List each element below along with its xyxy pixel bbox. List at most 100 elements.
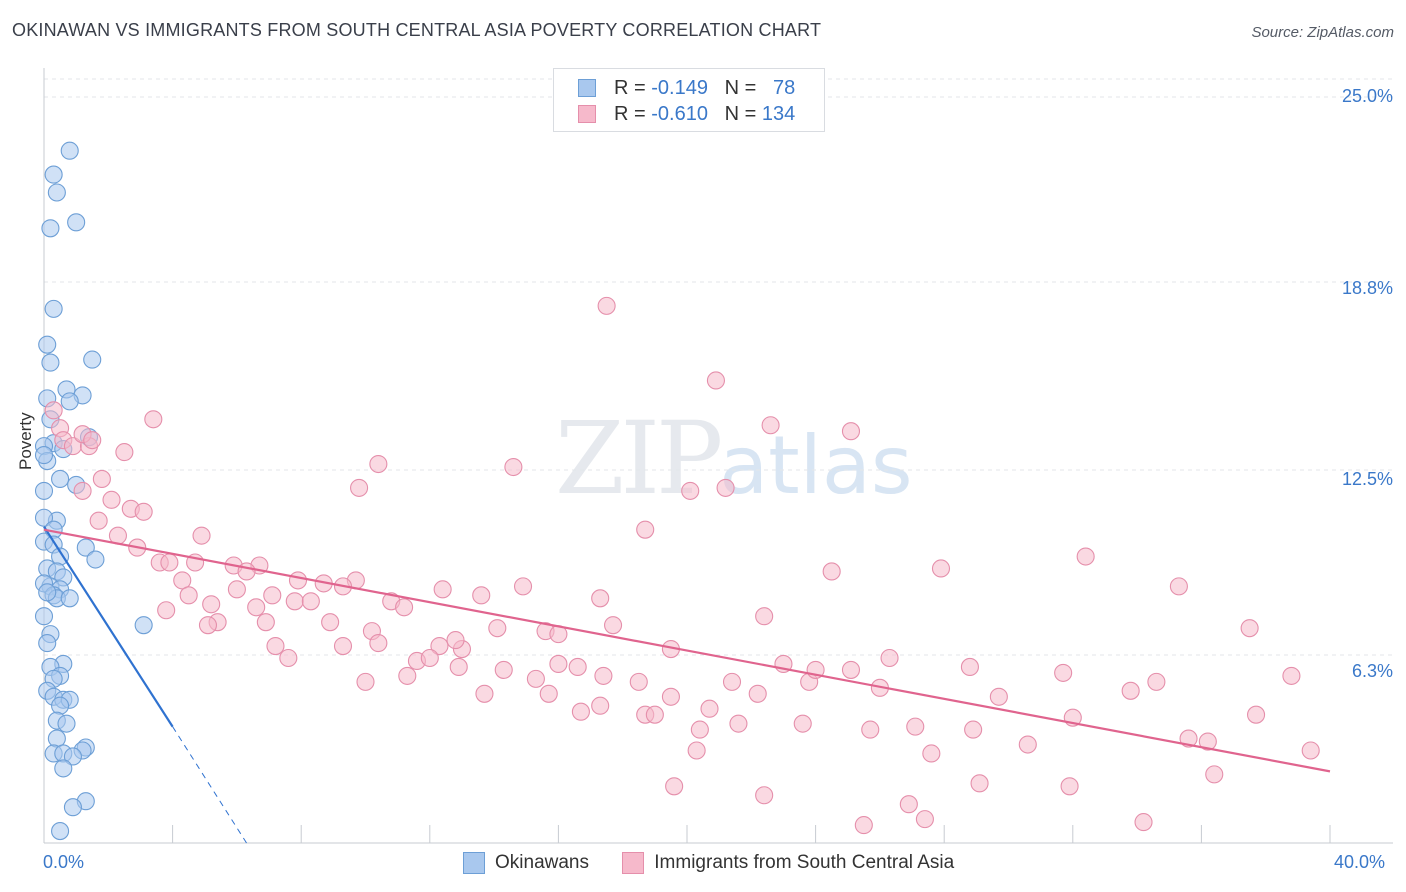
immigrant-point (430, 637, 449, 656)
chart-title: OKINAWAN VS IMMIGRANTS FROM SOUTH CENTRA… (12, 20, 822, 40)
okinawan-point (44, 165, 63, 184)
immigrant-point (722, 672, 742, 691)
watermark-atlas: atlas (719, 419, 913, 512)
immigrant-point (321, 613, 340, 632)
source-label: Source: ZipAtlas.com (1251, 24, 1394, 41)
okinawan-point (60, 392, 79, 411)
immigrant-point (288, 571, 308, 590)
immigrant-point (198, 616, 218, 635)
immigrant-point (472, 586, 491, 605)
immigrant-point (755, 786, 774, 805)
okinawan-point (54, 759, 73, 778)
correlation-legend: R = -0.149 N = 78 R = -0.610 N = 134 (553, 68, 825, 132)
y-tick-label: 25.0% (1341, 86, 1393, 106)
immigrant-point (144, 410, 163, 429)
okinawan-point (51, 696, 70, 715)
immigrant-point (906, 717, 925, 736)
immigrant-point (687, 741, 706, 760)
immigrant-point (989, 687, 1008, 706)
immigrant-point (1121, 681, 1140, 700)
immigrant-point (285, 592, 304, 611)
immigrant-point (420, 648, 439, 668)
x-axis-min-label: 0.0% (43, 852, 85, 872)
immigrant-point (645, 705, 664, 724)
legend-item-immigrants: Immigrants from South Central Asia (622, 852, 954, 874)
okinawan-point (38, 634, 57, 653)
immigrant-point (931, 559, 951, 578)
immigrant-point (83, 431, 102, 450)
okinawan-point (38, 583, 57, 602)
immigrant-point (706, 371, 725, 390)
immigrant-point (1134, 813, 1153, 832)
okinawan-point (86, 550, 105, 569)
legend-item-okinawans: Okinawans (463, 852, 589, 874)
immigrant-point (591, 696, 610, 715)
immigrant-point (1240, 619, 1259, 638)
immigrant-point (1054, 663, 1073, 682)
immigrant-point (89, 511, 108, 530)
y-axis-title: Poverty (16, 412, 35, 470)
okinawan-point (83, 350, 102, 369)
immigrant-point (160, 553, 179, 572)
immigrant-point (539, 684, 558, 703)
legend-r-value: -0.149 (651, 77, 708, 99)
okinawan-trend-extension (172, 726, 247, 844)
legend-r-label: R = (614, 77, 652, 99)
immigrant-point (661, 687, 680, 706)
immigrant-point (665, 777, 684, 796)
okinawan-trend-line (43, 526, 174, 728)
immigrant-point (350, 478, 369, 497)
immigrant-point (568, 657, 587, 676)
immigrant-point (266, 637, 285, 656)
immigrant-point (822, 562, 841, 581)
immigrant-point (970, 774, 989, 793)
y-tick-label: 6.3% (1351, 661, 1393, 681)
immigrant-point (446, 631, 465, 650)
legend-n-value: 134 (761, 103, 796, 125)
immigrant-point (841, 660, 861, 679)
legend-n-label: N = (724, 77, 762, 99)
okinawan-point (57, 714, 76, 733)
immigrant-point (449, 657, 468, 676)
immigrant-point (854, 816, 873, 835)
immigrant-point (1198, 732, 1217, 751)
legend-swatch-immigrants (578, 105, 596, 123)
immigrant-point (729, 714, 748, 733)
legend-label: Immigrants from South Central Asia (654, 852, 955, 874)
immigrant-point (1169, 577, 1188, 596)
immigrant-point (1282, 666, 1301, 685)
immigrant-point (755, 607, 774, 626)
okinawan-point (34, 481, 54, 500)
immigrant-point (237, 562, 256, 581)
okinawan-point (134, 616, 153, 635)
immigrant-point (395, 598, 414, 617)
immigrant-point (841, 422, 861, 441)
immigrant-point (488, 619, 507, 638)
okinawan-point (41, 353, 60, 372)
immigrant-point (716, 478, 735, 497)
immigrant-point (398, 666, 417, 685)
immigrant-point (227, 580, 246, 599)
immigrant-point (1179, 729, 1198, 748)
immigrant-point (1060, 777, 1079, 796)
immigrant-point (681, 481, 700, 500)
immigrant-point (700, 699, 719, 718)
immigrant-point (636, 520, 655, 539)
immigrant-point (333, 637, 353, 656)
immigrant-point (504, 457, 523, 477)
immigrant-point (793, 714, 812, 733)
immigrant-point (256, 613, 275, 632)
y-tick-label: 18.8% (1341, 278, 1393, 298)
immigrant-point (964, 720, 983, 739)
immigrant-point (1018, 735, 1037, 754)
okinawan-point (63, 798, 82, 817)
okinawan-point (34, 508, 54, 527)
okinawan-point (44, 299, 63, 318)
legend-label: Okinawans (495, 852, 589, 874)
y-tick-label: 12.5% (1341, 469, 1393, 489)
immigrant-point (594, 666, 613, 685)
immigrant-point (748, 684, 767, 703)
legend-r-label: R = (614, 103, 652, 125)
immigrant-point (115, 443, 134, 462)
